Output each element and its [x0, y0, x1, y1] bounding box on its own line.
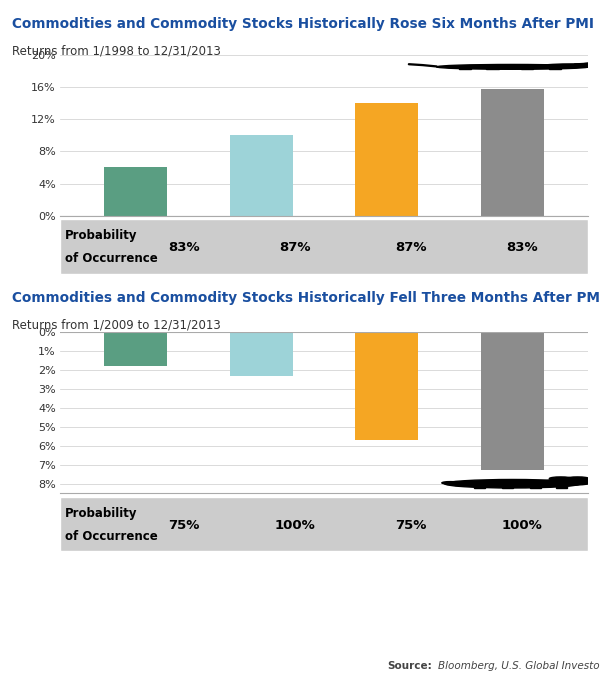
- Bar: [556, 483, 567, 488]
- Circle shape: [566, 477, 589, 480]
- Bar: [548, 66, 561, 69]
- Text: Commodities and Commodity Stocks Historically Fell Three Months After PMI “Cross: Commodities and Commodity Stocks Histori…: [12, 291, 600, 305]
- Bar: [355, 332, 418, 440]
- Bar: [230, 135, 293, 216]
- Circle shape: [442, 482, 459, 484]
- Text: 87%: 87%: [279, 241, 311, 254]
- Bar: [481, 88, 544, 216]
- Bar: [104, 167, 167, 216]
- Bar: [521, 66, 533, 69]
- Bar: [502, 483, 513, 488]
- Circle shape: [550, 477, 572, 480]
- Text: Probability: Probability: [65, 507, 138, 519]
- FancyBboxPatch shape: [60, 219, 588, 274]
- Bar: [104, 332, 167, 366]
- Text: 100%: 100%: [502, 519, 542, 532]
- Text: Bloomberg, U.S. Global Investors: Bloomberg, U.S. Global Investors: [438, 661, 600, 671]
- FancyBboxPatch shape: [60, 497, 588, 551]
- Bar: [355, 103, 418, 216]
- Text: of Occurrence: of Occurrence: [65, 530, 158, 543]
- Bar: [481, 332, 544, 471]
- Bar: [486, 66, 499, 69]
- Text: 87%: 87%: [395, 241, 427, 254]
- Ellipse shape: [544, 64, 600, 67]
- Text: Returns from 1/1998 to 12/31/2013: Returns from 1/1998 to 12/31/2013: [12, 45, 221, 58]
- Text: Probability: Probability: [65, 229, 138, 242]
- Bar: [473, 483, 485, 488]
- Ellipse shape: [445, 479, 580, 488]
- Text: Returns from 1/2009 to 12/31/2013: Returns from 1/2009 to 12/31/2013: [12, 319, 221, 332]
- Text: 83%: 83%: [168, 241, 200, 254]
- Bar: [230, 332, 293, 376]
- Text: of Occurrence: of Occurrence: [65, 252, 158, 265]
- Bar: [530, 483, 541, 488]
- Text: 75%: 75%: [395, 519, 427, 532]
- Bar: [458, 66, 471, 69]
- Text: 83%: 83%: [506, 241, 538, 254]
- Text: Commodities and Commodity Stocks Historically Rose Six Months After PMI “Cross-O: Commodities and Commodity Stocks Histori…: [12, 17, 600, 31]
- Text: Source:: Source:: [387, 661, 432, 671]
- Ellipse shape: [437, 64, 589, 69]
- Text: 75%: 75%: [169, 519, 200, 532]
- Text: 100%: 100%: [275, 519, 316, 532]
- Ellipse shape: [545, 479, 593, 485]
